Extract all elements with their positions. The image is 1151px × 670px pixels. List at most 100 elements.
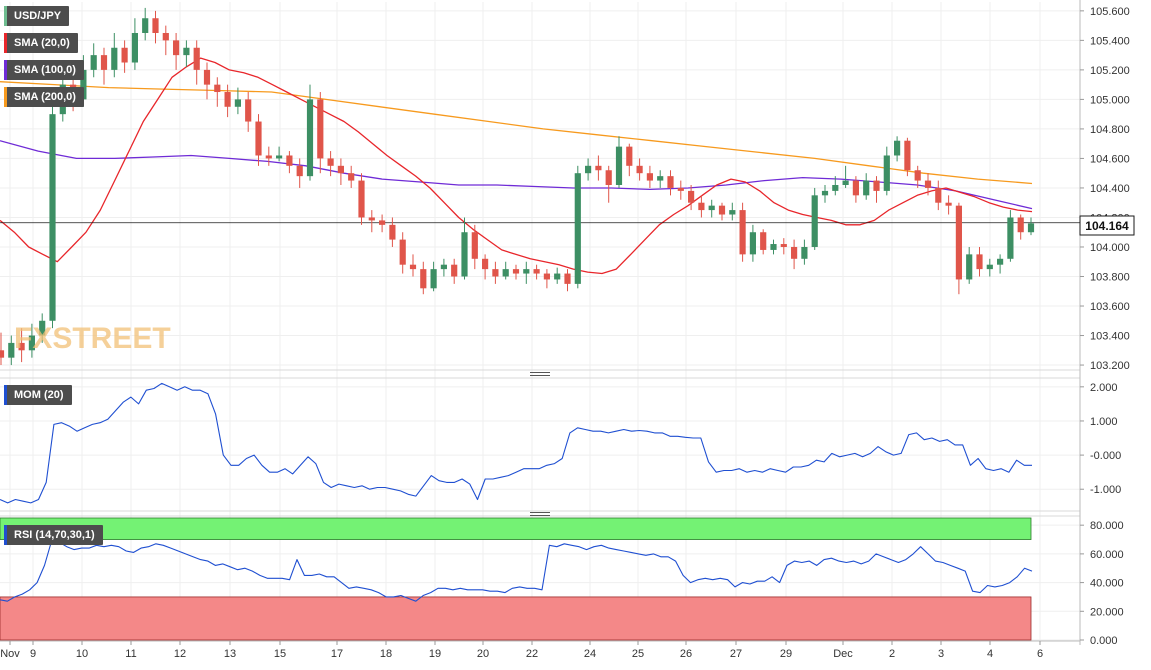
candle-body: [245, 99, 252, 122]
candle-body: [502, 269, 509, 277]
candle-body: [924, 180, 932, 188]
x-tick-label: 24: [584, 648, 596, 660]
rsi-label[interactable]: RSI (14,70,30,1): [4, 525, 103, 545]
candle-body: [646, 173, 653, 181]
x-tick-label: 29: [780, 648, 792, 660]
price-tick-label: 104.000: [1090, 242, 1130, 254]
sma100-line: [0, 140, 1033, 210]
x-tick-label: 13: [224, 648, 236, 660]
candle-body: [492, 269, 499, 277]
candle-body: [317, 99, 324, 159]
candle-body: [1027, 223, 1035, 233]
candle-body: [811, 195, 818, 247]
price-tick-label: 104.400: [1090, 183, 1130, 195]
candle-body: [430, 269, 437, 289]
candle-body: [203, 69, 211, 85]
x-tick-label: Nov: [0, 648, 20, 660]
candle-body: [440, 264, 447, 270]
sma100-label[interactable]: SMA (100,0): [4, 60, 84, 80]
price-tick-label: 105.000: [1090, 94, 1130, 106]
candle-body: [904, 140, 911, 171]
candle-body: [986, 264, 993, 270]
symbol-label[interactable]: USD/JPY: [4, 6, 70, 26]
x-tick-label: 17: [331, 648, 343, 660]
candle-body: [667, 176, 674, 188]
candle-body: [533, 269, 540, 274]
rsi-zones: [0, 517, 1032, 641]
x-tick-label: Dec: [833, 648, 853, 660]
sma100-swatch: [4, 60, 7, 80]
candle-body: [28, 335, 35, 351]
candle-body: [142, 18, 149, 33]
indicator-lines: [0, 57, 1080, 602]
price-tick-label: 103.400: [1090, 331, 1130, 343]
candle-body: [791, 246, 798, 259]
candle-body: [276, 155, 283, 159]
candle-body: [842, 180, 849, 185]
mom-line: [0, 382, 1032, 504]
mom-label[interactable]: MOM (20): [4, 385, 72, 405]
candle-body: [955, 205, 962, 280]
candle-body: [90, 55, 97, 70]
x-tick-label: 15: [274, 648, 286, 660]
candle-body: [337, 165, 344, 174]
candle-body: [152, 18, 159, 33]
candle-body: [935, 187, 942, 203]
candle-body: [997, 258, 1004, 265]
x-tick-label: 22: [526, 648, 538, 660]
candle-body: [8, 342, 15, 358]
candle-body: [821, 190, 829, 196]
candle-body: [554, 273, 561, 280]
sma200-line: [0, 81, 1033, 185]
candle-body: [1017, 217, 1024, 233]
price-tick-label: 104.800: [1090, 124, 1130, 136]
sma20-label[interactable]: SMA (20,0): [4, 33, 78, 53]
sma200-label[interactable]: SMA (200,0): [4, 87, 84, 107]
axes: [0, 0, 1084, 645]
x-tick-label: 6: [1037, 648, 1043, 660]
candle-body: [770, 244, 777, 250]
candle-body: [0, 350, 5, 358]
mom-tick-label: 1.000: [1090, 416, 1118, 428]
candle-body: [482, 258, 489, 270]
last-price-label: 104.164: [1085, 219, 1129, 233]
candle-body: [523, 269, 530, 274]
rsi-oversold-zone: [0, 596, 1032, 641]
x-tick-label: 9: [30, 648, 36, 660]
price-tick-label: 105.400: [1090, 35, 1130, 47]
candle-body: [327, 158, 334, 166]
x-tick-label: 2: [889, 648, 895, 660]
candle-body: [801, 246, 808, 259]
x-tick-label: 26: [680, 648, 692, 660]
mom-tick-label: 2.000: [1090, 382, 1118, 394]
x-tick-label: 11: [125, 648, 136, 660]
candle-body: [111, 47, 118, 70]
candle-body: [173, 40, 180, 56]
candle-body: [873, 180, 880, 191]
last-price-marker: 104.164: [1079, 215, 1135, 236]
x-tick-label: 10: [76, 648, 88, 660]
candle-body: [615, 146, 623, 185]
rsi-tick-label: 0.000: [1090, 635, 1118, 647]
candle-body: [183, 47, 190, 56]
candle-body: [389, 224, 396, 240]
x-tick-label: 3: [938, 648, 944, 660]
candle-body: [760, 232, 767, 250]
candle-body: [749, 232, 756, 255]
candle-body: [729, 210, 736, 215]
sma20-label-text: SMA (20,0): [14, 37, 70, 49]
candle-body: [306, 99, 314, 177]
x-tick-label: 25: [632, 648, 644, 660]
candle-body: [626, 146, 633, 166]
candle-body: [945, 202, 952, 206]
candle-body: [39, 320, 46, 336]
candle-body: [636, 165, 643, 174]
candle-body: [574, 173, 581, 284]
candle-body: [399, 239, 406, 265]
candle-body: [543, 273, 550, 280]
candle-body: [1007, 217, 1014, 259]
candle-body: [451, 264, 458, 277]
symbol-swatch: [4, 6, 7, 26]
candle-body: [852, 180, 859, 196]
